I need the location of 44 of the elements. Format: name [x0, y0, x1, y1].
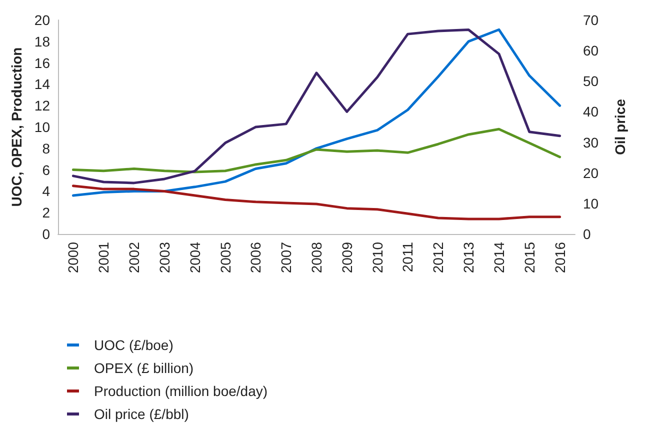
y2-tick-label: 20 [583, 164, 599, 181]
line-series [72, 184, 562, 220]
x-tick-label: 2006 [248, 242, 264, 274]
x-tick-label: 2014 [490, 242, 507, 274]
x-tick-label: 2004 [186, 242, 203, 274]
legend-label: UOC (£/boe) [94, 337, 174, 353]
x-tick-label: 2007 [278, 242, 294, 274]
x-tick-label: 2012 [430, 242, 446, 274]
y2-tick-label: 70 [583, 12, 599, 28]
line-series [72, 128, 562, 174]
y-axis-title: UOC, OPEX, Production [8, 47, 25, 207]
y-tick-label: 2 [42, 204, 50, 221]
y-tick-label: 18 [34, 33, 50, 50]
y-tick-label: 10 [34, 119, 50, 135]
x-tick-label: 2003 [156, 242, 172, 274]
y-tick-label: 0 [42, 226, 50, 242]
x-tick-label: 2000 [65, 242, 82, 274]
y2-axis-title: Oil price [612, 98, 628, 156]
legend-label: OPEX (£ billion) [94, 360, 194, 376]
y2-tick-label: 50 [583, 73, 599, 90]
y2-tick-label: 60 [583, 42, 599, 59]
y-tick-label: 12 [34, 98, 50, 114]
y-tick-label: 6 [42, 162, 50, 178]
y2-tick-label: 40 [583, 104, 599, 120]
y-tick-label: 20 [34, 12, 50, 28]
y-tick-label: 4 [42, 183, 50, 200]
y-tick-label: 14 [34, 76, 50, 92]
y2-tick-label: 0 [583, 226, 591, 242]
x-tick-label: 2008 [308, 242, 324, 274]
x-tick-label: 2001 [96, 242, 112, 274]
y-tick-label: 8 [42, 140, 50, 156]
y2-tick-label: 10 [583, 195, 599, 212]
y-tick-label: 16 [34, 54, 50, 71]
x-tick-label: 2005 [217, 242, 234, 274]
x-tick-label: 2002 [126, 242, 142, 274]
y2-tick-label: 30 [583, 134, 599, 150]
x-tick-label: 2013 [460, 242, 477, 274]
x-tick-label: 2015 [521, 242, 538, 274]
x-tick-label: 2011 [400, 242, 416, 272]
x-tick-label: 2010 [369, 242, 386, 274]
legend-label: Oil price (£/bbl) [94, 406, 189, 422]
x-tick-label: 2016 [552, 242, 568, 274]
legend-label: Production (million boe/day) [94, 383, 268, 399]
x-tick-label: 2009 [338, 242, 355, 274]
